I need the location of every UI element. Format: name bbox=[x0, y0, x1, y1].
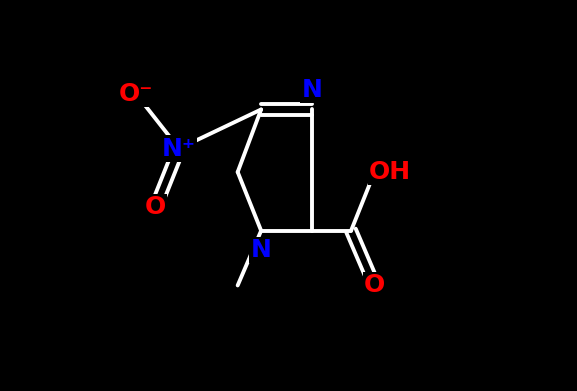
Text: N⁺: N⁺ bbox=[162, 136, 196, 161]
Text: O: O bbox=[145, 195, 166, 219]
Text: O⁻: O⁻ bbox=[119, 82, 153, 106]
Text: O: O bbox=[364, 273, 385, 298]
Text: OH: OH bbox=[369, 160, 411, 184]
Text: N: N bbox=[250, 238, 272, 262]
Text: N: N bbox=[302, 78, 323, 102]
